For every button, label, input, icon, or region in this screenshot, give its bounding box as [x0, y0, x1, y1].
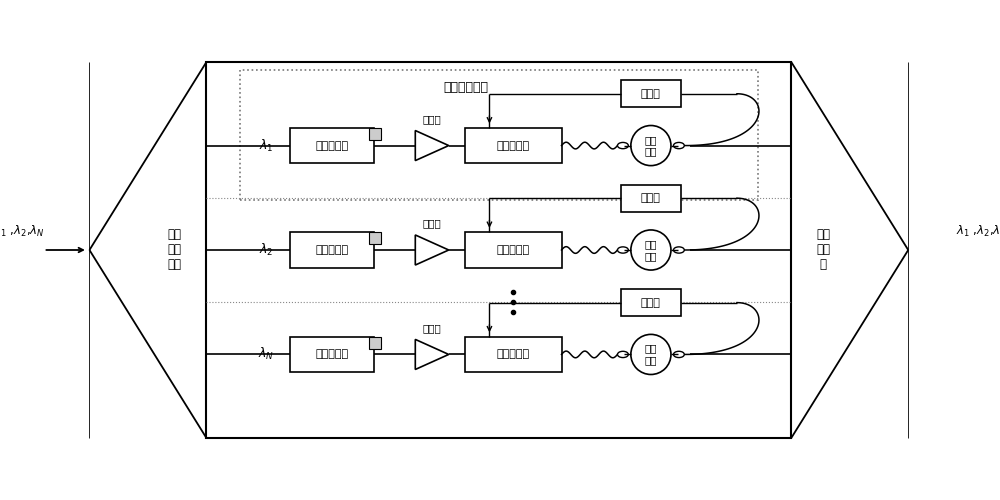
Ellipse shape	[617, 352, 628, 358]
Text: 锁相环: 锁相环	[641, 298, 661, 308]
Text: 窄带光再生器: 窄带光再生器	[443, 80, 488, 94]
Text: 锁相环: 锁相环	[641, 89, 661, 99]
Text: 相位调制器: 相位调制器	[497, 140, 530, 150]
Text: $\lambda_1$ ,$\lambda_2$,$\lambda_N$: $\lambda_1$ ,$\lambda_2$,$\lambda_N$	[956, 224, 1000, 239]
Bar	[369, 128, 381, 140]
Polygon shape	[415, 340, 449, 370]
Bar	[465, 128, 562, 163]
Bar	[465, 232, 562, 268]
Bar	[621, 185, 681, 212]
Text: 泵浦激光器: 泵浦激光器	[315, 245, 348, 255]
Text: $\lambda_N$: $\lambda_N$	[258, 346, 275, 362]
Ellipse shape	[673, 247, 684, 253]
Bar	[290, 128, 374, 163]
Bar	[290, 337, 374, 372]
Text: 波分
复用
器: 波分 复用 器	[816, 228, 830, 272]
Bar	[240, 70, 758, 200]
Bar	[290, 232, 374, 268]
Bar	[206, 62, 791, 438]
Text: $\lambda_1$: $\lambda_1$	[259, 138, 274, 154]
Text: 相位调制器: 相位调制器	[497, 350, 530, 360]
Polygon shape	[415, 235, 449, 265]
Text: 克尔
介质: 克尔 介质	[645, 239, 657, 261]
Text: 波分
解复
用器: 波分 解复 用器	[168, 228, 182, 272]
Text: 克尔
介质: 克尔 介质	[645, 344, 657, 365]
Circle shape	[631, 334, 671, 374]
Bar	[621, 290, 681, 316]
Ellipse shape	[673, 352, 684, 358]
Ellipse shape	[673, 142, 684, 148]
Text: 放大器: 放大器	[423, 218, 441, 228]
Text: 泵浦激光器: 泵浦激光器	[315, 350, 348, 360]
Ellipse shape	[617, 247, 628, 253]
Text: $\lambda_1$ ,$\lambda_2$,$\lambda_N$: $\lambda_1$ ,$\lambda_2$,$\lambda_N$	[0, 224, 44, 239]
Text: 放大器: 放大器	[423, 114, 441, 124]
Bar	[465, 337, 562, 372]
Polygon shape	[415, 130, 449, 160]
Text: 泵浦激光器: 泵浦激光器	[315, 140, 348, 150]
Text: 锁相环: 锁相环	[641, 193, 661, 203]
Circle shape	[631, 230, 671, 270]
Circle shape	[631, 126, 671, 166]
Text: 相位调制器: 相位调制器	[497, 245, 530, 255]
Text: $\lambda_2$: $\lambda_2$	[259, 242, 274, 258]
Text: 克尔
介质: 克尔 介质	[645, 135, 657, 156]
Bar	[369, 232, 381, 244]
Ellipse shape	[617, 142, 628, 148]
Bar	[621, 80, 681, 107]
Text: 放大器: 放大器	[423, 322, 441, 332]
Bar	[369, 337, 381, 348]
